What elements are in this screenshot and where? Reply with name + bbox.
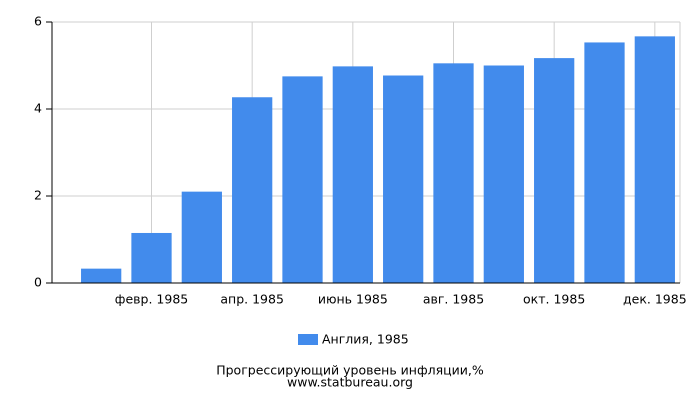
bar	[181, 191, 222, 283]
bar	[332, 66, 373, 284]
y-tick-label: 6	[34, 14, 42, 29]
bar	[534, 58, 575, 284]
legend-swatch	[298, 334, 318, 345]
x-tick-label: окт. 1985	[523, 292, 585, 307]
x-tick-label: июнь 1985	[318, 292, 388, 307]
legend-label: Англия, 1985	[322, 332, 409, 347]
bar	[634, 36, 675, 284]
x-tick-label: апр. 1985	[220, 292, 284, 307]
y-tick-label: 4	[34, 101, 42, 116]
bar	[584, 42, 625, 283]
chart-title: Прогрессирующий уровень инфляции,%	[216, 363, 484, 378]
x-tick-label: февр. 1985	[115, 292, 188, 307]
bar	[131, 232, 172, 283]
chart-subtitle: www.statbureau.org	[287, 375, 413, 390]
x-tick-label: авг. 1985	[423, 292, 484, 307]
bar	[232, 97, 273, 283]
y-tick-label: 0	[34, 275, 42, 290]
y-tick-label: 2	[34, 188, 42, 203]
bar	[81, 268, 122, 283]
bar	[383, 75, 424, 283]
bar	[433, 63, 474, 284]
x-tick-label: дек. 1985	[623, 292, 687, 307]
bar	[282, 76, 323, 283]
bar	[483, 65, 524, 283]
